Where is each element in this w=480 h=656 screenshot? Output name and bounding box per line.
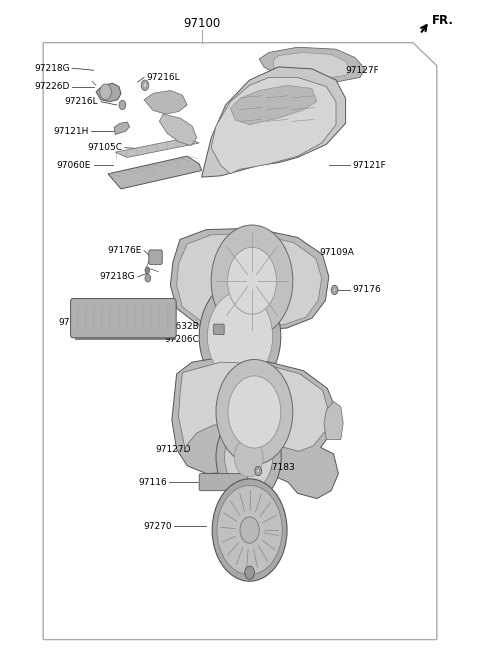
Circle shape — [212, 479, 287, 581]
Text: 97183: 97183 — [266, 462, 295, 472]
Circle shape — [217, 485, 282, 575]
Polygon shape — [202, 67, 346, 177]
Polygon shape — [96, 83, 121, 102]
Circle shape — [216, 413, 281, 502]
Polygon shape — [259, 47, 365, 82]
Polygon shape — [115, 138, 199, 157]
Circle shape — [228, 247, 276, 314]
Circle shape — [240, 517, 259, 543]
Text: 97226D: 97226D — [34, 82, 70, 91]
Polygon shape — [170, 228, 329, 331]
Circle shape — [199, 281, 281, 392]
Text: 97116: 97116 — [138, 478, 167, 487]
Polygon shape — [114, 122, 130, 134]
FancyBboxPatch shape — [214, 324, 224, 335]
Circle shape — [145, 267, 150, 274]
FancyBboxPatch shape — [199, 474, 248, 491]
Circle shape — [225, 424, 273, 490]
Text: 97216L: 97216L — [146, 73, 180, 82]
Text: 97206C: 97206C — [164, 335, 199, 344]
Polygon shape — [274, 52, 350, 78]
Text: 97105C: 97105C — [87, 143, 122, 152]
Circle shape — [100, 84, 111, 100]
Circle shape — [216, 359, 293, 464]
Text: 97127F: 97127F — [346, 66, 379, 75]
Polygon shape — [75, 307, 176, 340]
Circle shape — [255, 466, 262, 476]
Text: 97176: 97176 — [353, 285, 382, 295]
Text: 97121F: 97121F — [353, 161, 386, 170]
Text: 97176E: 97176E — [107, 246, 142, 255]
Text: 97218G: 97218G — [100, 272, 135, 281]
Text: 97100: 97100 — [183, 16, 220, 30]
Polygon shape — [324, 401, 343, 440]
Text: 97109A: 97109A — [319, 248, 354, 257]
Polygon shape — [172, 358, 338, 499]
Circle shape — [331, 285, 338, 295]
Circle shape — [143, 83, 147, 88]
Text: 97632B: 97632B — [165, 322, 199, 331]
Circle shape — [145, 274, 151, 282]
Text: 97127D: 97127D — [156, 445, 191, 454]
Circle shape — [141, 80, 149, 91]
Circle shape — [257, 469, 260, 473]
Text: 97060E: 97060E — [57, 161, 91, 170]
Circle shape — [234, 438, 263, 477]
Text: 97620C: 97620C — [59, 318, 94, 327]
Circle shape — [119, 100, 126, 110]
FancyBboxPatch shape — [149, 250, 162, 264]
Text: 97218G: 97218G — [34, 64, 70, 73]
Polygon shape — [230, 85, 317, 125]
Polygon shape — [144, 91, 187, 114]
Polygon shape — [159, 114, 197, 146]
Circle shape — [245, 566, 254, 579]
Polygon shape — [179, 362, 329, 451]
Text: FR.: FR. — [432, 14, 454, 28]
Text: 97270: 97270 — [143, 522, 172, 531]
Polygon shape — [177, 234, 322, 328]
FancyBboxPatch shape — [71, 298, 176, 338]
Text: 97216L: 97216L — [65, 97, 98, 106]
Circle shape — [333, 288, 336, 292]
Polygon shape — [108, 156, 202, 189]
Text: 97109C: 97109C — [193, 399, 228, 408]
Circle shape — [207, 292, 273, 381]
Circle shape — [228, 376, 281, 448]
Polygon shape — [211, 77, 336, 174]
Polygon shape — [73, 321, 83, 328]
Circle shape — [211, 225, 293, 337]
Text: 97121H: 97121H — [53, 127, 89, 136]
